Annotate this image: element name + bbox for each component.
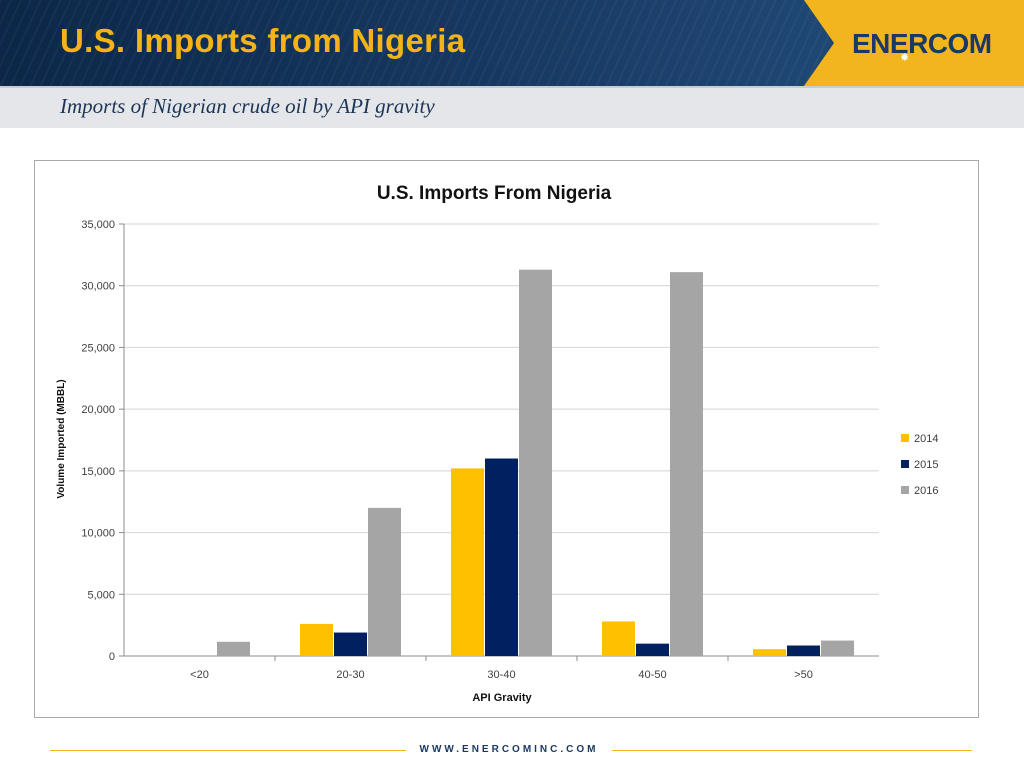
bar-2014-2	[451, 468, 484, 656]
y-axis-title: Volume Imported (MBBL)	[56, 379, 67, 498]
y-tick-label: 10,000	[81, 528, 115, 540]
enercom-logo: ENERCOM	[852, 28, 992, 59]
x-tick-label: >50	[794, 669, 813, 681]
x-axis-title: API Gravity	[472, 692, 532, 704]
legend-label-2014: 2014	[914, 433, 938, 445]
x-tick-label: <20	[190, 669, 209, 681]
bar-2015-2	[485, 458, 518, 656]
bar-2016-4	[821, 640, 854, 656]
bar-2015-4	[787, 645, 820, 656]
x-tick-label: 20-30	[336, 669, 364, 681]
slide-title: U.S. Imports from Nigeria	[60, 22, 466, 59]
y-tick-label: 30,000	[81, 281, 115, 293]
legend-swatch-2015	[901, 460, 909, 468]
bar-2014-4	[753, 649, 786, 656]
footer-url: WWW.ENERCOMINC.COM	[419, 744, 599, 755]
bar-2014-1	[300, 623, 333, 656]
x-tick-label: 40-50	[638, 669, 666, 681]
y-tick-label: 15,000	[81, 466, 115, 478]
bar-2016-1	[368, 507, 401, 656]
y-tick-label: 0	[109, 651, 115, 663]
subtitle-divider	[0, 86, 1024, 88]
legend-swatch-2016	[901, 486, 909, 494]
y-tick-label: 5,000	[87, 589, 115, 601]
bar-chart: 0 5,000 10,000 15,000 20,000 25,000 30,000 35,0…	[56, 183, 938, 704]
y-tick-label: 20,000	[81, 404, 115, 416]
footer-rule-right	[612, 750, 972, 751]
x-tick-label: 30-40	[487, 669, 515, 681]
bar-2015-1	[334, 632, 367, 656]
legend-label-2015: 2015	[914, 459, 938, 471]
bar-2016-0	[217, 641, 250, 656]
y-tick-label: 35,000	[81, 219, 115, 231]
slide-subtitle: Imports of Nigerian crude oil by API gra…	[60, 94, 435, 118]
sunburst-icon: ✸	[900, 52, 910, 64]
subtitle-band	[0, 86, 1024, 128]
bar-2015-3	[636, 643, 669, 656]
legend-label-2016: 2016	[914, 485, 938, 497]
bar-2014-3	[602, 621, 635, 656]
bar-2016-2	[519, 269, 552, 656]
chart-title: U.S. Imports From Nigeria	[377, 183, 612, 204]
logo-panel: ENERCOM ✸	[804, 0, 1024, 86]
legend-swatch-2014	[901, 434, 909, 442]
y-tick-label: 25,000	[81, 342, 115, 354]
bar-2016-3	[670, 272, 703, 656]
footer-rule-left	[50, 750, 406, 751]
chart-frame: 0 5,000 10,000 15,000 20,000 25,000 30,000 35,0…	[34, 160, 979, 718]
